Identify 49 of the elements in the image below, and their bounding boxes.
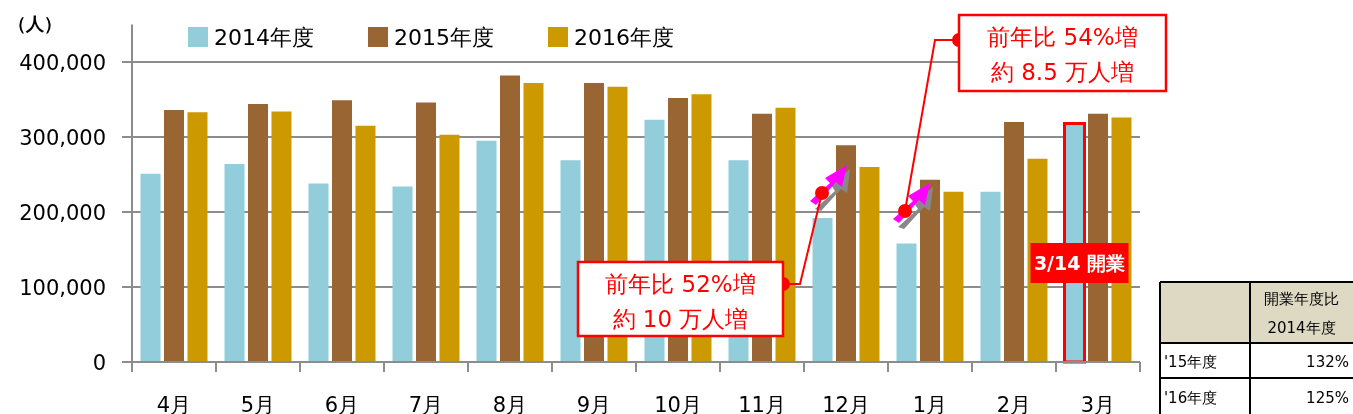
- y-tick-label: 0: [92, 351, 106, 375]
- bar: [859, 167, 880, 362]
- y-tick-label: 200,000: [19, 201, 106, 225]
- x-tick-label: 2月: [996, 393, 1032, 414]
- bar: [476, 140, 497, 362]
- bar: [355, 125, 376, 362]
- x-tick-label: 1月: [912, 393, 948, 414]
- annotation: 約 8.5 万人増: [990, 59, 1135, 85]
- legend-label: 2016年度: [574, 25, 674, 50]
- bar: [439, 134, 460, 362]
- legend-label: 2015年度: [394, 25, 494, 50]
- bar: [523, 83, 544, 362]
- x-tick-label: 4月: [156, 393, 192, 414]
- y-tick-label: 100,000: [19, 276, 106, 300]
- x-tick-label: 9月: [576, 393, 612, 414]
- bar: [416, 102, 436, 362]
- bar: [164, 110, 184, 362]
- annotation: 3/14 開業: [1033, 252, 1126, 274]
- bar: [224, 164, 245, 362]
- bar: [500, 75, 520, 362]
- annotation: 約 10 万人増: [612, 306, 749, 332]
- y-tick-label: 400,000: [19, 51, 106, 75]
- bar: [812, 218, 833, 362]
- bar: [271, 111, 292, 362]
- x-tick-label: 8月: [492, 393, 528, 414]
- bar: [332, 100, 352, 362]
- bar: [560, 160, 581, 362]
- bar: [187, 112, 208, 362]
- table: 開業年度比 2014年度 '15年度 132% '16年度 125%: [1159, 281, 1353, 414]
- bar: [896, 243, 917, 362]
- x-tick-label: 6月: [324, 393, 360, 414]
- x-tick-label: 11月: [738, 393, 786, 414]
- annotation: 前年比 52%増: [605, 271, 756, 297]
- x-tick-label: 12月: [822, 393, 870, 414]
- bar: [308, 183, 329, 362]
- bar: [140, 173, 161, 362]
- x-tick-label: 5月: [240, 393, 276, 414]
- bar: [980, 191, 1001, 362]
- annotation: 前年比 54%増: [987, 24, 1138, 50]
- y-axis-title: （人）: [8, 13, 62, 34]
- bar: [1004, 122, 1024, 362]
- x-tick-label: 7月: [408, 393, 444, 414]
- bar: [392, 186, 413, 362]
- bar: [943, 191, 964, 362]
- legend-label: 2014年度: [214, 25, 314, 50]
- x-tick-label: 10月: [654, 393, 702, 414]
- bar: [248, 104, 268, 362]
- y-tick-label: 300,000: [19, 126, 106, 150]
- x-tick-label: 3月: [1080, 393, 1116, 414]
